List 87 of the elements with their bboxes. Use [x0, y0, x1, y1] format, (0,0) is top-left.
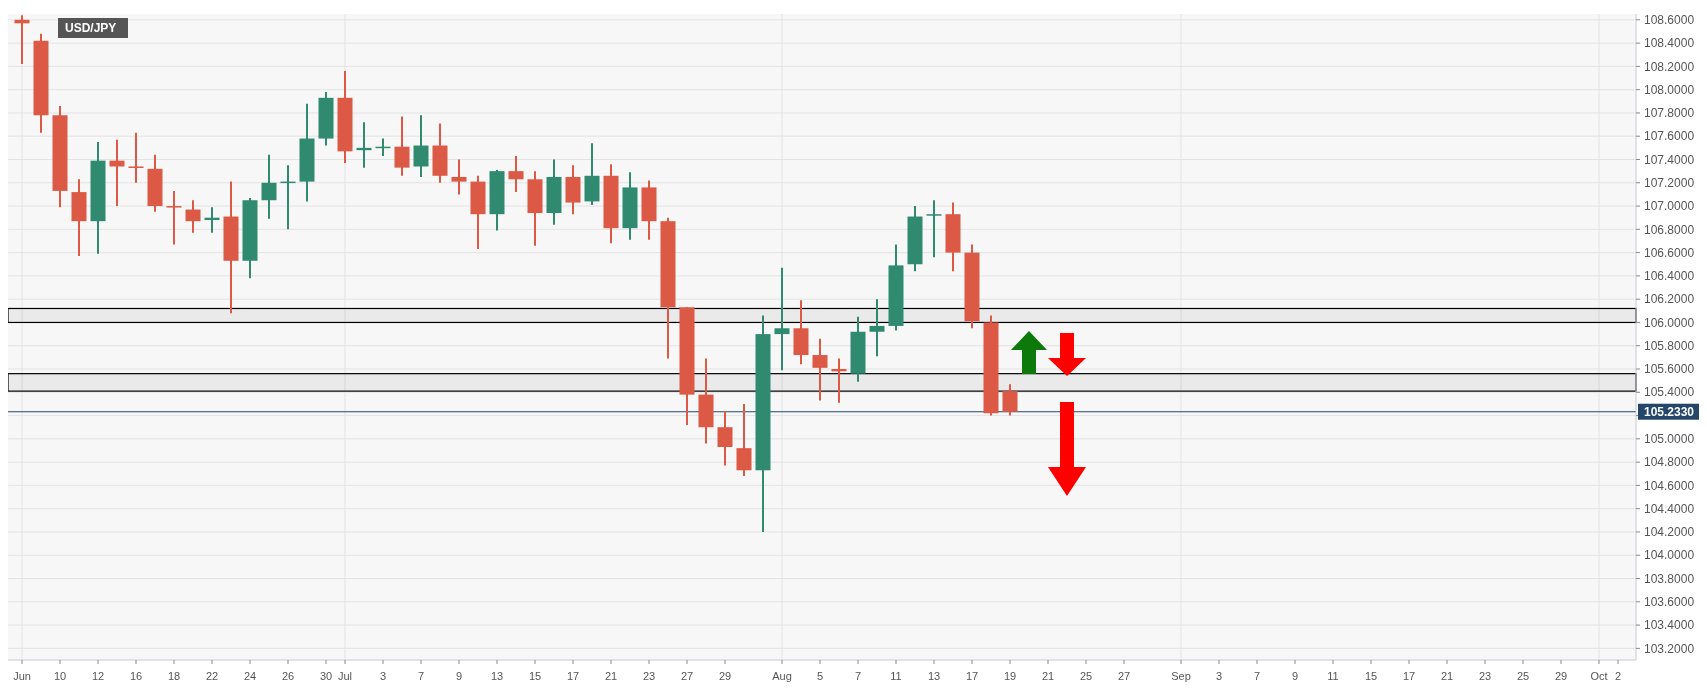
- x-tick-label: 16: [129, 670, 143, 682]
- x-tick-label: 18: [167, 670, 181, 682]
- x-tick-label: 21: [604, 670, 618, 682]
- candlestick: [1002, 383, 1018, 417]
- x-tick-label: 21: [1041, 670, 1055, 682]
- x-tick-label: 9: [1291, 670, 1299, 682]
- x-tick-label: Jul: [337, 670, 353, 682]
- x-tick-label: 29: [718, 670, 732, 682]
- x-tick-label: 10: [53, 670, 67, 682]
- y-tick-label: 108.4000: [1644, 36, 1695, 51]
- x-tick-label: 2: [1614, 670, 1622, 682]
- x-tick-label: 22: [205, 670, 219, 682]
- x-tick-label: 23: [642, 670, 656, 682]
- ref-line-label: 105.2330: [1643, 404, 1695, 419]
- x-tick-label: 3: [1215, 670, 1223, 682]
- x-tick-label: 15: [1364, 670, 1378, 682]
- y-tick-label: 104.2000: [1644, 525, 1695, 540]
- x-tick-label: 17: [566, 670, 580, 682]
- y-tick-label: 103.6000: [1644, 595, 1695, 609]
- x-tick-label: 25: [1516, 670, 1530, 682]
- text: USD/JPY: [65, 21, 117, 35]
- candlestick: [261, 153, 277, 220]
- x-tick-label: 9: [455, 670, 463, 682]
- y-tick-label: 107.0000: [1644, 199, 1695, 214]
- x-tick-label: 19: [1003, 670, 1017, 682]
- y-tick-label: 103.8000: [1644, 571, 1695, 586]
- candlestick: [451, 158, 467, 196]
- x-tick-label: 11: [890, 670, 902, 682]
- y-tick-label: 107.8000: [1644, 106, 1695, 121]
- y-tick-label: 105.6000: [1644, 362, 1695, 377]
- y-tick-label: 106.4000: [1644, 269, 1695, 284]
- candlestick: [166, 189, 182, 246]
- y-tick-label: 106.6000: [1644, 245, 1695, 260]
- y-tick-label: 108.2000: [1644, 59, 1695, 74]
- y-tick-label: 104.0000: [1644, 548, 1695, 563]
- x-tick-label: Jun: [13, 670, 31, 682]
- y-tick-label: 103.2000: [1644, 641, 1695, 656]
- x-tick-label: 7: [1253, 670, 1261, 682]
- x-tick-label: Aug: [772, 670, 792, 682]
- y-tick-label: 104.4000: [1644, 501, 1695, 516]
- x-tick-label: 13: [490, 670, 504, 682]
- x-tick-label: 24: [243, 670, 257, 682]
- y-tick-label: 105.0000: [1644, 432, 1695, 447]
- candlestick: [869, 298, 885, 358]
- x-tick-label: 17: [965, 670, 979, 682]
- x-tick-label: 11: [1327, 670, 1339, 682]
- candlestick: [413, 114, 429, 178]
- x-tick-label: 27: [680, 670, 694, 682]
- x-tick-label: 26: [281, 670, 295, 682]
- candlestick: [508, 155, 524, 194]
- y-tick-label: 103.4000: [1644, 618, 1695, 633]
- y-tick-label: 107.2000: [1644, 175, 1695, 190]
- y-tick-label: 106.0000: [1644, 315, 1695, 330]
- y-tick-label: 106.8000: [1644, 222, 1695, 237]
- y-tick-label: 107.4000: [1644, 152, 1695, 167]
- x-tick-label: 27: [1117, 670, 1131, 682]
- y-tick-label: 107.6000: [1644, 129, 1695, 144]
- x-tick-label: 21: [1440, 670, 1454, 682]
- candlestick: [128, 131, 144, 184]
- x-tick-label: 15: [528, 670, 542, 682]
- x-tick-label: Sep: [1171, 670, 1191, 682]
- y-tick-label: 106.2000: [1644, 292, 1695, 307]
- x-tick-label: Oct: [1590, 670, 1608, 682]
- candlestick: [774, 266, 790, 372]
- x-tick-label: 23: [1478, 670, 1492, 682]
- x-tick-label: 3: [379, 670, 387, 682]
- y-tick-label: 105.8000: [1644, 338, 1695, 353]
- x-tick-label: 17: [1402, 670, 1416, 682]
- x-tick-label: 7: [417, 670, 425, 682]
- candlestick: [717, 409, 733, 467]
- candlestick: [185, 199, 201, 234]
- y-tick-label: 105.4000: [1644, 385, 1695, 400]
- y-tick-label: 104.8000: [1644, 455, 1695, 470]
- y-tick-label: 108.0000: [1644, 82, 1695, 97]
- x-tick-label: 7: [854, 670, 862, 682]
- x-tick-label: 5: [816, 670, 824, 682]
- x-tick-label: 29: [1554, 670, 1568, 682]
- x-tick-label: 25: [1079, 670, 1093, 682]
- candlestick: [736, 402, 752, 478]
- x-tick-label: 30: [319, 670, 333, 682]
- y-tick-label: 104.6000: [1644, 478, 1695, 493]
- x-tick-label: 12: [91, 670, 105, 682]
- candlestick: [394, 115, 410, 177]
- candlestick: [926, 199, 942, 259]
- y-tick-label: 108.6000: [1644, 13, 1695, 28]
- candlestick: [812, 337, 828, 402]
- x-tick-label: 13: [927, 670, 941, 682]
